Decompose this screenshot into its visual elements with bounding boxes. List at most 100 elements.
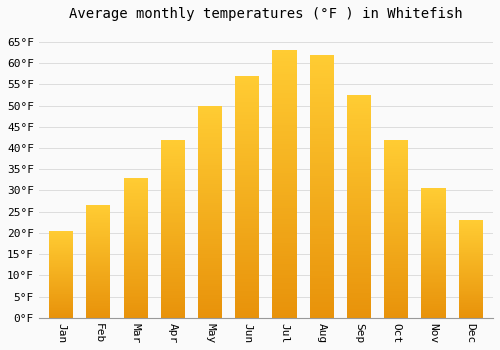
Bar: [422, 235, 446, 236]
Bar: [160, 184, 185, 186]
Bar: [384, 291, 408, 293]
Bar: [310, 73, 334, 76]
Bar: [124, 309, 148, 311]
Bar: [384, 182, 408, 184]
Bar: [235, 175, 260, 177]
Bar: [198, 282, 222, 284]
Bar: [160, 248, 185, 250]
Bar: [124, 189, 148, 190]
Bar: [458, 252, 483, 253]
Bar: [235, 257, 260, 260]
Bar: [422, 305, 446, 306]
Bar: [86, 217, 110, 218]
Bar: [310, 162, 334, 165]
Bar: [384, 245, 408, 246]
Bar: [384, 314, 408, 316]
Bar: [160, 311, 185, 313]
Bar: [422, 219, 446, 221]
Bar: [198, 254, 222, 256]
Bar: [458, 280, 483, 281]
Bar: [124, 199, 148, 200]
Bar: [124, 227, 148, 228]
Bar: [160, 166, 185, 168]
Bar: [422, 239, 446, 240]
Bar: [49, 248, 73, 249]
Bar: [384, 289, 408, 291]
Bar: [458, 261, 483, 262]
Bar: [458, 228, 483, 229]
Bar: [422, 304, 446, 305]
Bar: [310, 126, 334, 128]
Bar: [422, 196, 446, 197]
Bar: [86, 276, 110, 278]
Bar: [235, 308, 260, 311]
Bar: [272, 211, 296, 213]
Bar: [272, 227, 296, 230]
Bar: [235, 262, 260, 265]
Bar: [49, 249, 73, 250]
Bar: [124, 283, 148, 284]
Bar: [49, 310, 73, 311]
Bar: [49, 254, 73, 255]
Bar: [384, 298, 408, 300]
Bar: [49, 244, 73, 245]
Bar: [310, 128, 334, 131]
Bar: [124, 244, 148, 245]
Bar: [235, 180, 260, 182]
Bar: [384, 252, 408, 254]
Bar: [86, 309, 110, 310]
Bar: [458, 220, 483, 221]
Bar: [235, 245, 260, 248]
Bar: [235, 311, 260, 313]
Bar: [235, 132, 260, 134]
Bar: [272, 238, 296, 240]
Bar: [422, 256, 446, 257]
Bar: [347, 108, 371, 111]
Bar: [198, 138, 222, 140]
Bar: [458, 250, 483, 251]
Bar: [124, 190, 148, 192]
Bar: [198, 169, 222, 172]
Bar: [384, 311, 408, 313]
Bar: [124, 256, 148, 258]
Bar: [86, 255, 110, 256]
Bar: [347, 162, 371, 164]
Bar: [422, 264, 446, 265]
Bar: [310, 110, 334, 112]
Bar: [124, 267, 148, 269]
Bar: [272, 214, 296, 216]
Bar: [422, 308, 446, 309]
Bar: [310, 102, 334, 105]
Bar: [458, 304, 483, 305]
Bar: [235, 279, 260, 282]
Bar: [310, 78, 334, 81]
Bar: [86, 296, 110, 298]
Bar: [124, 200, 148, 202]
Bar: [86, 209, 110, 210]
Bar: [49, 271, 73, 272]
Bar: [347, 195, 371, 197]
Bar: [49, 284, 73, 285]
Bar: [198, 163, 222, 165]
Bar: [86, 233, 110, 235]
Bar: [310, 115, 334, 118]
Bar: [198, 161, 222, 163]
Bar: [49, 313, 73, 314]
Bar: [198, 118, 222, 120]
Bar: [458, 269, 483, 270]
Bar: [86, 223, 110, 224]
Bar: [458, 292, 483, 293]
Bar: [198, 148, 222, 150]
Bar: [86, 256, 110, 257]
Bar: [310, 84, 334, 86]
Bar: [160, 241, 185, 243]
Bar: [124, 260, 148, 262]
Bar: [272, 75, 296, 77]
Bar: [458, 258, 483, 259]
Bar: [310, 310, 334, 313]
Bar: [384, 209, 408, 211]
Bar: [86, 264, 110, 265]
Bar: [347, 300, 371, 302]
Bar: [235, 151, 260, 153]
Bar: [198, 122, 222, 125]
